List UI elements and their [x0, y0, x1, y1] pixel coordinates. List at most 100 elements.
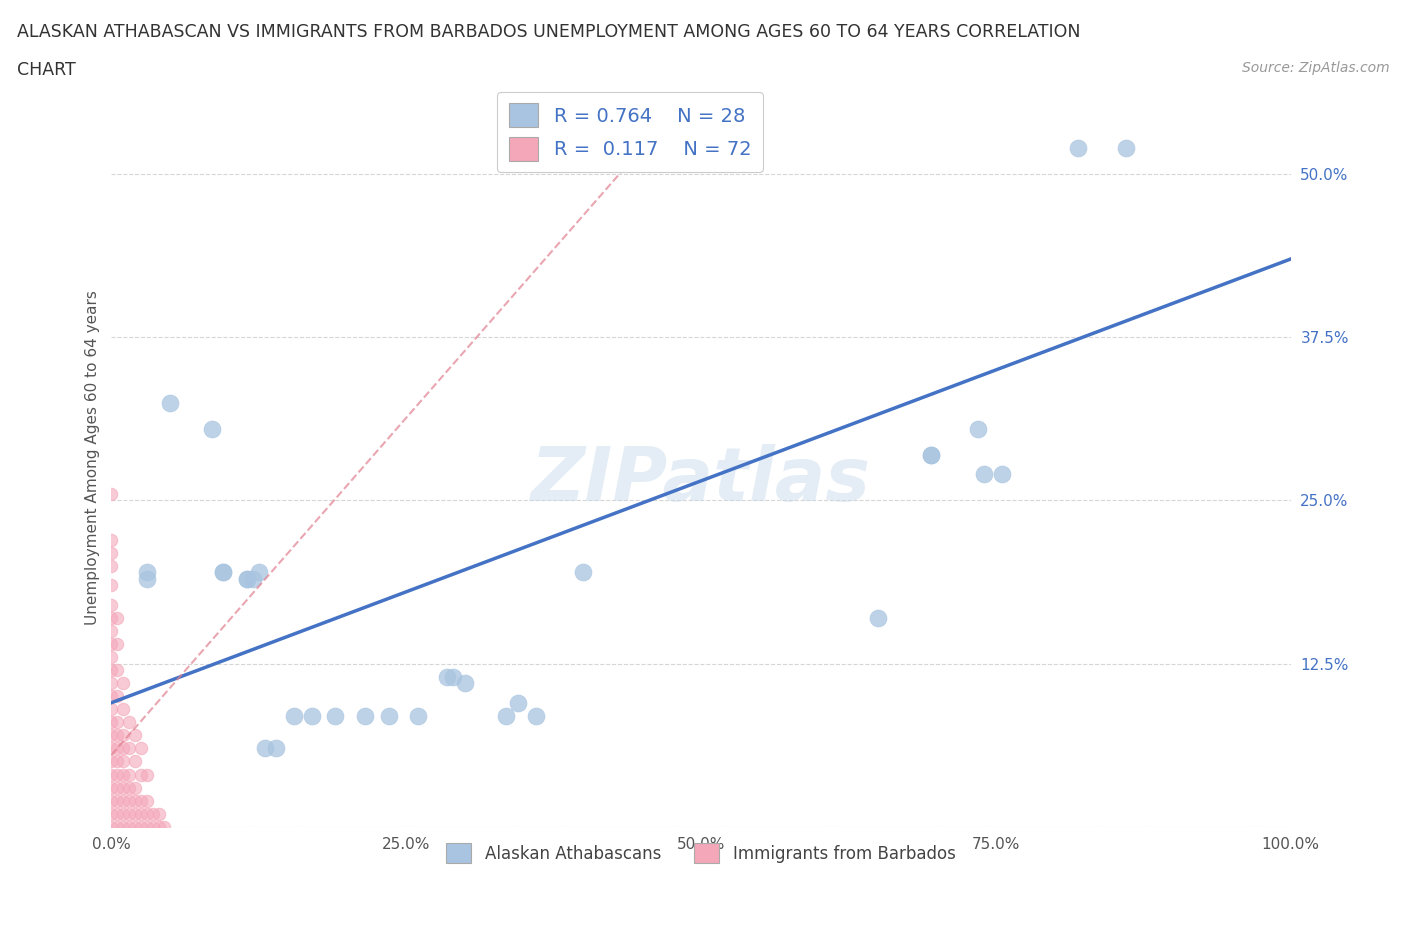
Point	[112, 741, 135, 756]
Point	[105, 806, 128, 821]
Point	[524, 709, 547, 724]
Point	[105, 793, 128, 808]
Point	[100, 532, 122, 547]
Text: ALASKAN ATHABASCAN VS IMMIGRANTS FROM BARBADOS UNEMPLOYMENT AMONG AGES 60 TO 64 : ALASKAN ATHABASCAN VS IMMIGRANTS FROM BA…	[17, 23, 1080, 41]
Y-axis label: Unemployment Among Ages 60 to 64 years: Unemployment Among Ages 60 to 64 years	[86, 290, 100, 626]
Point	[236, 571, 259, 586]
Point	[973, 467, 995, 482]
Point	[100, 780, 122, 795]
Point	[454, 676, 477, 691]
Point	[118, 741, 141, 756]
Point	[920, 447, 942, 462]
Text: ZIPatlas: ZIPatlas	[531, 444, 870, 517]
Point	[1067, 140, 1090, 155]
Point	[105, 819, 128, 834]
Point	[105, 610, 128, 625]
Point	[129, 793, 152, 808]
Point	[118, 806, 141, 821]
Point	[105, 715, 128, 730]
Point	[301, 709, 323, 724]
Point	[920, 447, 942, 462]
Point	[124, 728, 146, 743]
Point	[100, 741, 122, 756]
Point	[135, 767, 157, 782]
Point	[124, 819, 146, 834]
Point	[124, 780, 146, 795]
Point	[105, 754, 128, 769]
Point	[100, 650, 122, 665]
Point	[100, 689, 122, 704]
Point	[129, 741, 152, 756]
Point	[142, 819, 165, 834]
Point	[118, 715, 141, 730]
Point	[112, 819, 135, 834]
Point	[112, 780, 135, 795]
Point	[100, 676, 122, 691]
Point	[253, 741, 276, 756]
Point	[129, 767, 152, 782]
Point	[105, 780, 128, 795]
Point	[124, 754, 146, 769]
Point	[105, 689, 128, 704]
Point	[100, 558, 122, 573]
Point	[105, 636, 128, 651]
Point	[100, 610, 122, 625]
Point	[135, 793, 157, 808]
Point	[212, 565, 235, 579]
Point	[100, 702, 122, 717]
Point	[100, 623, 122, 638]
Point	[112, 702, 135, 717]
Point	[377, 709, 399, 724]
Point	[100, 578, 122, 592]
Point	[135, 806, 157, 821]
Point	[124, 793, 146, 808]
Point	[129, 819, 152, 834]
Point	[118, 819, 141, 834]
Point	[354, 709, 377, 724]
Point	[135, 819, 157, 834]
Point	[100, 545, 122, 560]
Point	[100, 597, 122, 612]
Point	[112, 754, 135, 769]
Point	[242, 571, 264, 586]
Point	[118, 780, 141, 795]
Point	[129, 806, 152, 821]
Point	[105, 767, 128, 782]
Point	[135, 571, 157, 586]
Point	[112, 767, 135, 782]
Point	[967, 421, 990, 436]
Point	[105, 728, 128, 743]
Point	[148, 819, 170, 834]
Point	[212, 565, 235, 579]
Point	[100, 793, 122, 808]
Point	[105, 663, 128, 678]
Point	[112, 806, 135, 821]
Point	[247, 565, 270, 579]
Point	[283, 709, 305, 724]
Point	[100, 663, 122, 678]
Point	[148, 806, 170, 821]
Point	[112, 793, 135, 808]
Point	[100, 728, 122, 743]
Text: Source: ZipAtlas.com: Source: ZipAtlas.com	[1241, 61, 1389, 75]
Point	[135, 565, 157, 579]
Point	[990, 467, 1012, 482]
Point	[100, 767, 122, 782]
Point	[866, 610, 889, 625]
Point	[112, 676, 135, 691]
Point	[100, 486, 122, 501]
Text: CHART: CHART	[17, 61, 76, 79]
Point	[153, 819, 176, 834]
Point	[100, 715, 122, 730]
Point	[159, 395, 181, 410]
Point	[142, 806, 165, 821]
Point	[572, 565, 595, 579]
Legend: Alaskan Athabascans, Immigrants from Barbados: Alaskan Athabascans, Immigrants from Bar…	[440, 836, 962, 870]
Point	[508, 696, 530, 711]
Point	[236, 571, 259, 586]
Point	[100, 636, 122, 651]
Point	[495, 709, 517, 724]
Point	[105, 741, 128, 756]
Point	[124, 806, 146, 821]
Point	[325, 709, 347, 724]
